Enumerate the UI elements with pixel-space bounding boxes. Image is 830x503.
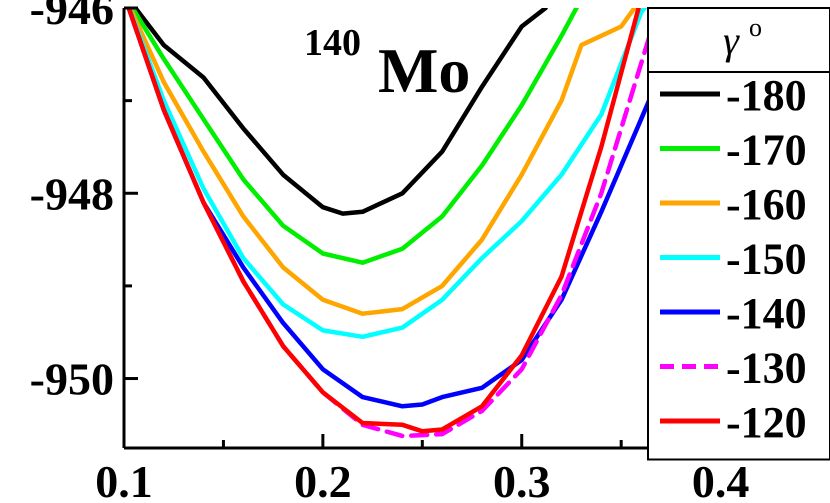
x-tick-label: 0.1 <box>95 456 153 503</box>
legend: γ o -180 -170 -160 -150 -140 -130 -120 <box>647 7 830 461</box>
legend-label: -150 <box>726 235 807 284</box>
legend-title-degree: o <box>749 13 762 42</box>
x-tick-label: 0.2 <box>294 456 352 503</box>
legend-label: -160 <box>726 180 807 229</box>
series-line-minus-180 <box>132 8 548 216</box>
series-line-minus-170 <box>129 8 579 265</box>
x-tick-label: 0.3 <box>493 456 551 503</box>
legend-label: -170 <box>726 126 807 175</box>
series-line-minus-150 <box>126 8 648 340</box>
series-line-minus-140 <box>126 8 684 409</box>
y-tick-label: -948 <box>30 168 114 219</box>
legend-label: -180 <box>726 71 807 120</box>
legend-label: -130 <box>726 344 807 393</box>
nucleus-annotation: 140 Mo <box>304 22 470 106</box>
legend-label: -120 <box>726 398 807 447</box>
legend-label: -140 <box>726 289 807 338</box>
series-line-minus-160 <box>127 8 638 316</box>
nucleus-mass-number: 140 <box>304 22 361 64</box>
y-tick-label: -950 <box>30 354 114 405</box>
axes: 0.1 0.2 0.3 0.4 -946 -948 -950 <box>30 0 830 503</box>
legend-title-gamma: γ <box>723 18 740 63</box>
x-tick-label: 0.4 <box>692 456 750 503</box>
series-line-minus-120 <box>126 8 641 434</box>
legend-box <box>647 7 830 461</box>
nucleus-element-symbol: Mo <box>378 35 470 106</box>
plot-lines <box>126 8 684 439</box>
y-tick-label: -946 <box>30 0 114 34</box>
